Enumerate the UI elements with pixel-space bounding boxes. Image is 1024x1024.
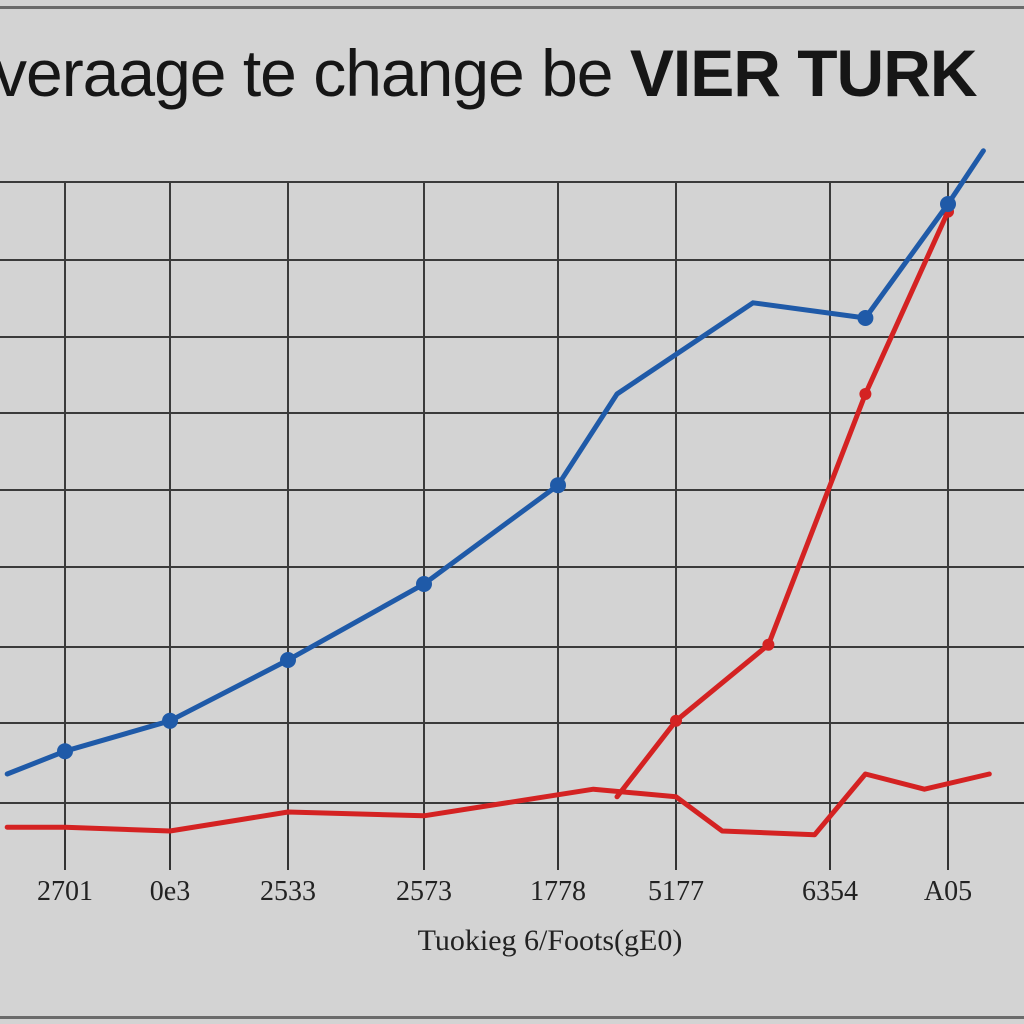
frame-bottom-border (0, 1016, 1024, 1019)
series-blue-point-4 (550, 477, 566, 494)
series-red-point-1 (670, 714, 682, 727)
x-axis-label: Tuokieg 6/Foots(gE0) (417, 924, 683, 957)
x-tick-label-1: 0e3 (150, 876, 190, 907)
series-red-baseline-line (4, 771, 992, 838)
x-tick-label-2: 2533 (260, 876, 316, 907)
x-tick-label-7: A05 (924, 876, 972, 907)
x-tick-label-0: 2701 (37, 876, 93, 907)
series-blue-point-0 (57, 743, 73, 760)
series-blue-point-3 (416, 576, 432, 592)
chart-title-part-1: veraage te change be (0, 36, 614, 110)
series-red-point-2 (762, 638, 775, 651)
chart-title-part-2: VIER TURK (629, 36, 978, 110)
series-red-rising-line (614, 209, 951, 800)
x-tick-label-5: 5177 (648, 876, 704, 907)
frame-top-border (0, 6, 1024, 9)
series-blue-point-6 (940, 196, 956, 212)
series-blue-point-1 (162, 712, 178, 729)
x-tick-label-6: 6354 (802, 876, 858, 907)
series-blue-point-2 (280, 652, 296, 668)
chart-title: veraage te change be VIER TURK (0, 28, 1024, 118)
series-red-point-3 (859, 388, 872, 400)
series-blue-point-5 (857, 310, 874, 326)
x-tick-label-3: 2573 (396, 876, 452, 907)
x-tick-label-4: 1778 (530, 876, 586, 907)
